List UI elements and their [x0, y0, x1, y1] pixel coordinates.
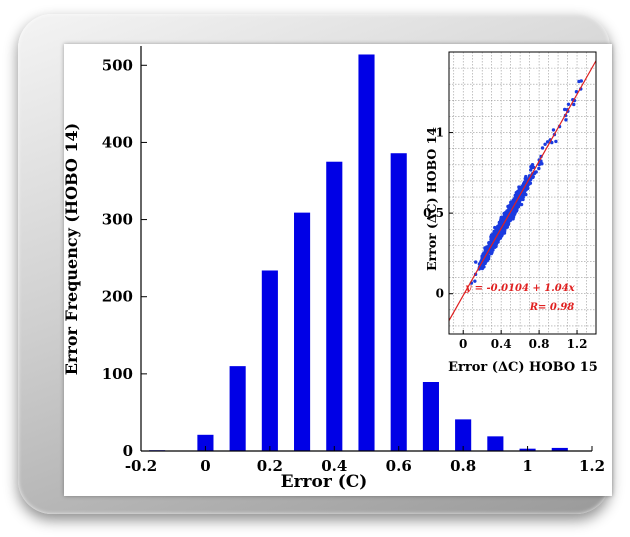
- histogram-x-tick-label: 0.6: [386, 457, 412, 475]
- scatter-y-tick-label: 0: [436, 287, 444, 301]
- scatter-point: [502, 216, 506, 220]
- scatter-point: [577, 79, 581, 84]
- scatter-point: [483, 261, 487, 266]
- scatter-point: [529, 165, 533, 169]
- scatter-point: [489, 235, 493, 239]
- scatter-y-axis-label: Error (ΔC) HOBO 14: [424, 127, 439, 271]
- histogram-bar: [197, 434, 214, 451]
- histogram-bar: [487, 436, 504, 451]
- histogram-bar: [229, 366, 246, 451]
- scatter-point: [523, 180, 527, 185]
- fit-equation-annotation: y = -0.0104 + 1.04x: [464, 283, 575, 294]
- scatter-plot-area: 0 0.4 0.8 1.2 0 0.5 1: [423, 51, 597, 351]
- scatter-point: [537, 162, 542, 167]
- fit-line: [448, 60, 597, 321]
- scatter-point: [504, 221, 509, 226]
- scatter-point: [566, 102, 571, 106]
- scatter-point: [564, 118, 568, 122]
- histogram-y-tick-label: 0: [123, 442, 133, 460]
- histogram-bar: [358, 54, 375, 451]
- scatter-y-tick-label: 0.5: [423, 206, 444, 220]
- chart-panel: Error Frequency (HOBO 14) Error (C) -0.2…: [62, 44, 612, 496]
- scatter-point: [482, 251, 486, 255]
- histogram-bar: [294, 212, 311, 451]
- scatter-point: [480, 266, 485, 271]
- scatter-point: [473, 279, 477, 283]
- histogram-bar: [551, 447, 568, 451]
- scatter-x-tick-label: 1.2: [567, 337, 588, 351]
- scatter-point: [481, 264, 485, 268]
- histogram-y-axis-label: Error Frequency (HOBO 14): [64, 123, 81, 375]
- scatter-point: [490, 249, 494, 253]
- scatter-point: [491, 245, 495, 249]
- histogram-x-tick-label: 0.2: [257, 457, 283, 475]
- histogram-bar: [261, 270, 278, 451]
- histogram-bar: [455, 419, 472, 451]
- scatter-y-tick-label: 1: [436, 126, 444, 140]
- histogram-x-tick-label: 1.2: [579, 457, 605, 475]
- scatter-point: [562, 107, 567, 112]
- histogram-y-tick-label: 100: [102, 365, 133, 383]
- scatter-point: [511, 200, 515, 204]
- scatter-point: [572, 102, 576, 107]
- scatter-point: [513, 194, 518, 198]
- scatter-point: [545, 140, 550, 144]
- chart-svg: Error Frequency (HOBO 14) Error (C) -0.2…: [62, 44, 608, 492]
- scatter-point: [543, 142, 547, 146]
- scatter-point: [521, 197, 525, 202]
- histogram-bar: [390, 153, 407, 451]
- scatter-point: [516, 191, 520, 196]
- picture-frame: Error Frequency (HOBO 14) Error (C) -0.2…: [18, 14, 612, 514]
- scatter-point: [496, 240, 500, 244]
- histogram-x-tick-label: 0: [200, 457, 210, 475]
- histogram-y-tick-label: 300: [102, 211, 133, 229]
- histogram-x-axis-label: Error (C): [281, 472, 368, 492]
- scatter-x-axis-label: Error (ΔC) HOBO 15: [448, 360, 598, 375]
- scatter-point: [574, 90, 579, 94]
- scatter-point: [515, 208, 519, 212]
- fit-r-annotation: R= 0.98: [529, 302, 575, 313]
- histogram-x-tick-label: 0.8: [450, 457, 476, 475]
- histogram-x-tick-label: 1: [522, 457, 532, 475]
- scatter-point: [537, 166, 541, 171]
- scatter-point: [527, 182, 531, 186]
- scatter-x-tick-label: 0.8: [529, 337, 550, 351]
- scatter-point: [554, 139, 558, 144]
- scatter-point: [499, 221, 503, 226]
- scatter-point: [508, 217, 512, 222]
- scatter-point: [550, 140, 554, 145]
- scatter-point: [505, 209, 509, 214]
- histogram-bar: [326, 161, 343, 451]
- scatter-point: [522, 190, 527, 194]
- scatter-point: [540, 146, 545, 150]
- histogram-y-tick-label: 200: [102, 288, 133, 306]
- histogram-y-tick-label: 500: [102, 56, 133, 74]
- histogram-chart: Error Frequency (HOBO 14) Error (C) -0.2…: [62, 46, 605, 492]
- scatter-x-tick-label: 0.4: [491, 337, 512, 351]
- scatter-point: [489, 240, 493, 244]
- scatter-point: [511, 214, 516, 218]
- histogram-y-tick-label: 400: [102, 133, 133, 151]
- scatter-point: [524, 174, 528, 179]
- histogram-x-tick-label: 0.4: [321, 457, 347, 475]
- scatter-point: [474, 260, 478, 264]
- inset-plot-frame: [448, 51, 597, 335]
- scatter-point: [529, 168, 533, 172]
- scatter-point: [496, 236, 501, 241]
- scatter-x-tick-label: 0: [459, 337, 467, 351]
- histogram-x-tick-label: -0.2: [125, 457, 157, 475]
- scatter-point: [551, 128, 556, 132]
